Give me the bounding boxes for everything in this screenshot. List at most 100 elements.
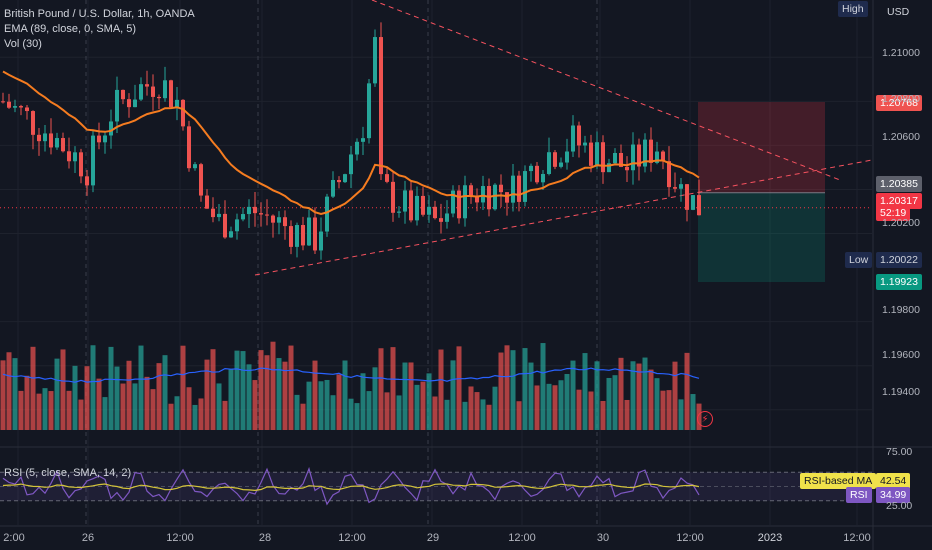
volume-bar <box>102 397 108 430</box>
volume-bar <box>552 385 558 430</box>
candle-body <box>493 184 497 210</box>
candle-body <box>187 126 191 169</box>
volume-bar <box>246 364 252 430</box>
candle-body <box>379 37 383 175</box>
volume-bar <box>582 353 588 430</box>
volume-bar <box>684 352 690 430</box>
volume-bar <box>6 352 12 430</box>
candle-body <box>37 134 41 142</box>
volume-bar <box>516 401 522 430</box>
price-tick-label: 1.20800 <box>882 93 920 105</box>
volume-bar <box>594 361 600 430</box>
volume-bar <box>354 403 360 430</box>
candle-body <box>535 165 539 183</box>
volume-bar <box>528 362 534 430</box>
low-price-tag: 1.20022 <box>876 252 922 268</box>
volume-bar <box>18 390 24 430</box>
candle-body <box>115 89 119 122</box>
candle-body <box>121 89 125 100</box>
candle-body <box>229 231 233 238</box>
candle-body <box>19 106 23 108</box>
candle-body <box>301 225 305 246</box>
candle-body <box>181 99 185 127</box>
countdown-tag: 52:19 <box>876 205 911 221</box>
candle-body <box>61 138 65 152</box>
volume-bar <box>480 399 486 430</box>
candle-body <box>565 151 569 163</box>
candle-body <box>1 101 5 103</box>
volume-bar <box>678 399 684 430</box>
volume-bar <box>426 373 432 430</box>
volume-bar <box>348 398 354 430</box>
volume-bar <box>378 348 384 430</box>
candle-body <box>673 187 677 189</box>
candle-body <box>601 142 605 173</box>
candle-body <box>505 192 509 203</box>
candle-body <box>265 214 269 216</box>
currency-label[interactable]: USD <box>887 6 910 18</box>
candle-body <box>583 142 587 146</box>
volume-bar <box>672 361 678 430</box>
ema-legend[interactable]: EMA (89, close, 0, SMA, 5) <box>4 23 137 35</box>
time-tick-label: 28 <box>258 532 272 544</box>
low-tag: Low <box>845 252 873 268</box>
resistance-trendline <box>371 0 841 181</box>
candle-body <box>223 213 227 238</box>
candle-body <box>511 175 515 203</box>
volume-bar <box>180 345 186 430</box>
symbol-legend[interactable]: British Pound / U.S. Dollar, 1h, OANDA <box>4 8 195 20</box>
candle-body <box>529 165 533 172</box>
candle-body <box>661 151 665 162</box>
volume-bar <box>372 367 378 430</box>
volume-bar <box>402 362 408 430</box>
time-tick-label: 12:00 <box>508 532 536 544</box>
volume-bar <box>210 349 216 430</box>
candle-body <box>31 111 35 135</box>
volume-bar <box>588 391 594 430</box>
rsi-tick-label: 25.00 <box>886 500 913 512</box>
candle-body <box>523 171 527 202</box>
volume-bar <box>660 390 666 430</box>
price-tick-label: 1.19600 <box>882 349 920 361</box>
candle-body <box>385 174 389 182</box>
candle-body <box>289 226 293 247</box>
candle-body <box>625 166 629 171</box>
volume-bar <box>0 360 6 430</box>
candle-body <box>73 152 77 162</box>
rsi-line <box>2 466 700 506</box>
volume-bar <box>636 363 642 430</box>
volume-bar <box>192 404 198 430</box>
flash-icon[interactable]: ⚡ <box>697 411 713 427</box>
volume-bar <box>534 385 540 430</box>
volume-bar <box>48 391 54 430</box>
candle-body <box>589 142 593 166</box>
price-tick-label: 1.21000 <box>882 47 920 59</box>
candle-body <box>79 152 83 177</box>
volume-legend[interactable]: Vol (30) <box>4 38 42 50</box>
candle-body <box>25 107 29 112</box>
candle-body <box>631 144 635 171</box>
candle-body <box>211 208 215 218</box>
volume-bar <box>276 358 282 430</box>
volume-bar <box>54 358 60 430</box>
volume-bar <box>204 359 210 430</box>
volume-bar <box>420 381 426 430</box>
volume-bar <box>414 384 420 430</box>
volume-bar <box>336 374 342 430</box>
volume-bar <box>546 383 552 430</box>
candle-body <box>469 185 473 197</box>
candle-body <box>361 138 365 142</box>
short-position-tool[interactable] <box>698 102 825 282</box>
price-tick-label: 1.19400 <box>882 386 920 398</box>
candle-body <box>103 135 107 143</box>
time-tick-label: 12:00 <box>843 532 871 544</box>
volume-bar <box>564 374 570 430</box>
candle-body <box>307 217 311 246</box>
candle-body <box>571 125 575 152</box>
volume-bar <box>138 345 144 430</box>
candle-body <box>577 125 581 146</box>
rsi-legend[interactable]: RSI (5, close, SMA, 14, 2) <box>4 467 132 479</box>
candle-body <box>163 80 167 99</box>
rsi-ma-value-tag: 42.54 <box>876 473 911 489</box>
